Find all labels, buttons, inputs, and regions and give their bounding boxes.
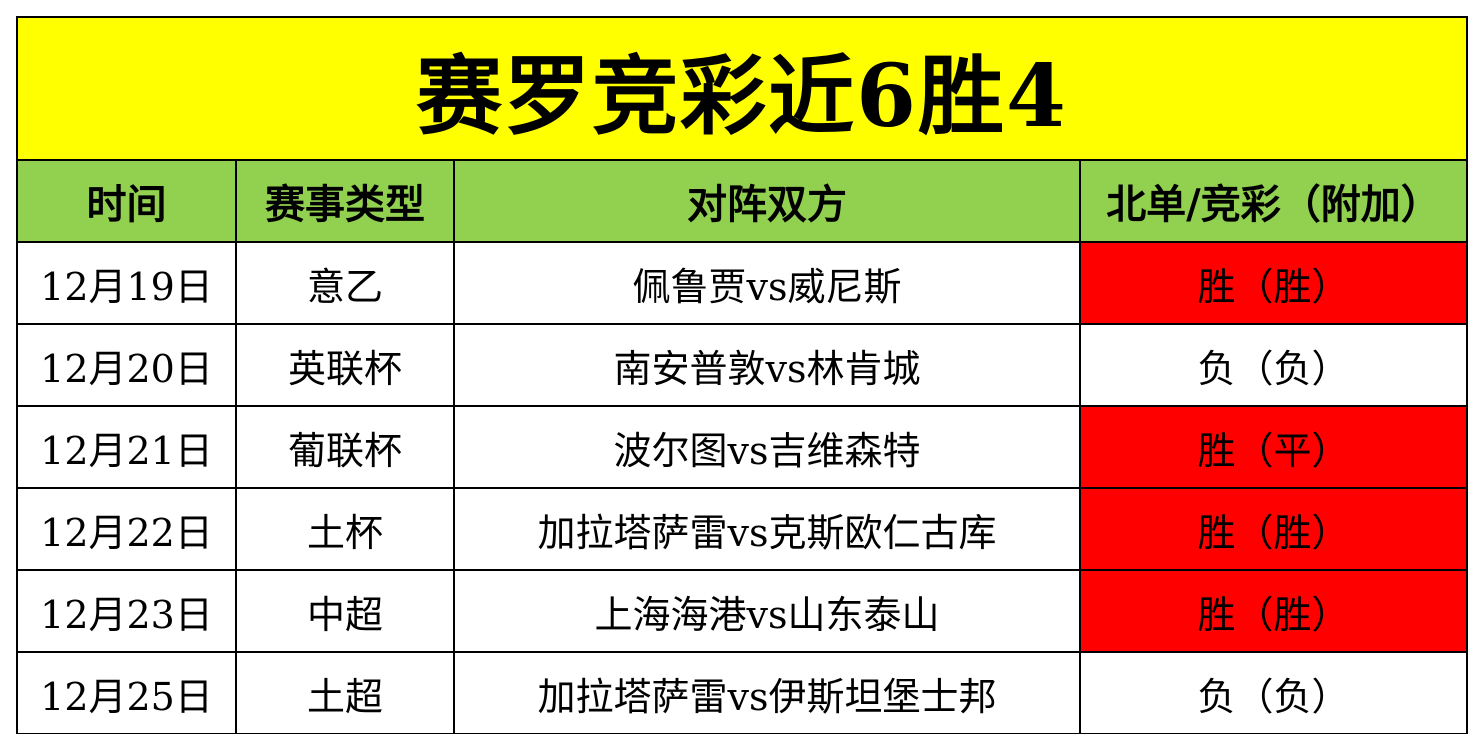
match-cell: 佩鲁贾vs威尼斯 bbox=[453, 241, 1081, 325]
match-cell: 加拉塔萨雷vs克斯欧仁古库 bbox=[453, 487, 1081, 571]
table-row: 12月21日 葡联杯 波尔图vs吉维森特 胜（平） bbox=[18, 405, 1466, 489]
league-cell: 土超 bbox=[235, 651, 455, 733]
match-cell: 上海海港vs山东泰山 bbox=[453, 569, 1081, 653]
result-cell: 负（负） bbox=[1079, 651, 1466, 733]
results-table: 时间 赛事类型 对阵双方 北单/竞彩（附加） 12月19日 意乙 佩鲁贾vs威尼… bbox=[18, 161, 1466, 733]
result-cell: 胜（胜） bbox=[1079, 241, 1466, 325]
header-row: 时间 赛事类型 对阵双方 北单/竞彩（附加） bbox=[18, 161, 1466, 243]
date-cell: 12月25日 bbox=[18, 651, 237, 733]
date-cell: 12月21日 bbox=[18, 405, 237, 489]
date-cell: 12月20日 bbox=[18, 323, 237, 407]
match-cell: 加拉塔萨雷vs伊斯坦堡士邦 bbox=[453, 651, 1081, 733]
result-cell: 负（负） bbox=[1079, 323, 1466, 407]
column-header-match: 对阵双方 bbox=[453, 161, 1081, 243]
table-row: 12月25日 土超 加拉塔萨雷vs伊斯坦堡士邦 负（负） bbox=[18, 651, 1466, 733]
date-cell: 12月23日 bbox=[18, 569, 237, 653]
column-header-league: 赛事类型 bbox=[235, 161, 455, 243]
league-cell: 意乙 bbox=[235, 241, 455, 325]
result-cell: 胜（平） bbox=[1079, 405, 1466, 489]
table-row: 12月23日 中超 上海海港vs山东泰山 胜（胜） bbox=[18, 569, 1466, 653]
sheet-title: 赛罗竞彩近6胜4 bbox=[18, 18, 1466, 161]
league-cell: 土杯 bbox=[235, 487, 455, 571]
column-header-date: 时间 bbox=[18, 161, 237, 243]
date-cell: 12月19日 bbox=[18, 241, 237, 325]
table-row: 12月20日 英联杯 南安普敦vs林肯城 负（负） bbox=[18, 323, 1466, 407]
table-row: 12月19日 意乙 佩鲁贾vs威尼斯 胜（胜） bbox=[18, 241, 1466, 325]
league-cell: 英联杯 bbox=[235, 323, 455, 407]
date-cell: 12月22日 bbox=[18, 487, 237, 571]
league-cell: 葡联杯 bbox=[235, 405, 455, 489]
result-cell: 胜（胜） bbox=[1079, 569, 1466, 653]
record-sheet: 赛罗竞彩近6胜4 时间 赛事类型 对阵双方 北单/竞彩（附加） 12月19日 意… bbox=[16, 16, 1468, 734]
match-cell: 波尔图vs吉维森特 bbox=[453, 405, 1081, 489]
result-cell: 胜（胜） bbox=[1079, 487, 1466, 571]
table-row: 12月22日 土杯 加拉塔萨雷vs克斯欧仁古库 胜（胜） bbox=[18, 487, 1466, 571]
column-header-result: 北单/竞彩（附加） bbox=[1079, 161, 1466, 243]
league-cell: 中超 bbox=[235, 569, 455, 653]
match-cell: 南安普敦vs林肯城 bbox=[453, 323, 1081, 407]
